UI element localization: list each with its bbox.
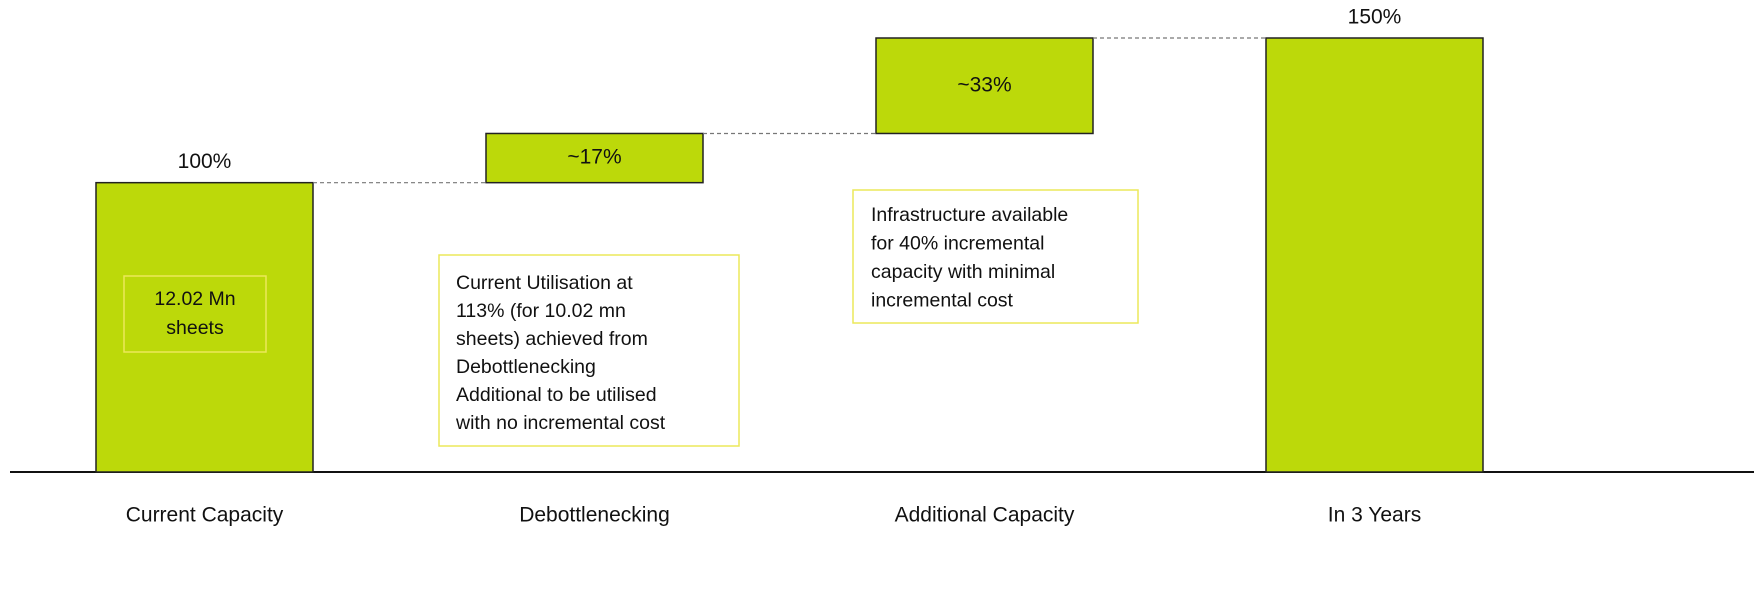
bar xyxy=(485,132,704,184)
bar xyxy=(95,181,314,473)
value-label: ~17% xyxy=(567,146,621,169)
bar xyxy=(875,37,1094,135)
annotation-text: Current Utilisation at xyxy=(456,272,633,294)
annotation-text: Debottlenecking xyxy=(456,356,596,378)
value-label: 100% xyxy=(178,150,232,173)
x-tick-label: Additional Capacity xyxy=(895,504,1075,527)
annotation-text: Additional to be utilised xyxy=(456,384,657,406)
annotation-text: Infrastructure available xyxy=(871,204,1068,226)
annotation-text: sheets xyxy=(166,317,224,339)
value-label: ~33% xyxy=(957,73,1011,96)
annotation-text: 113% (for 10.02 mn xyxy=(456,300,626,322)
annotation-text: capacity with minimal xyxy=(871,261,1055,283)
annotation-text: sheets) achieved from xyxy=(456,328,648,350)
x-tick-label: Current Capacity xyxy=(126,504,284,527)
bar xyxy=(1265,37,1484,473)
annotation-box xyxy=(123,275,267,353)
annotation-text: incremental cost xyxy=(871,290,1014,312)
annotation-box xyxy=(438,254,740,447)
value-label: 150% xyxy=(1348,6,1402,29)
x-tick-label: Debottlenecking xyxy=(519,504,670,527)
x-tick-label: In 3 Years xyxy=(1328,504,1421,527)
annotation-box xyxy=(852,189,1139,324)
annotation-text: for 40% incremental xyxy=(871,233,1044,255)
annotation-text: with no incremental cost xyxy=(455,412,666,434)
annotation-text: 12.02 Mn xyxy=(154,288,235,310)
